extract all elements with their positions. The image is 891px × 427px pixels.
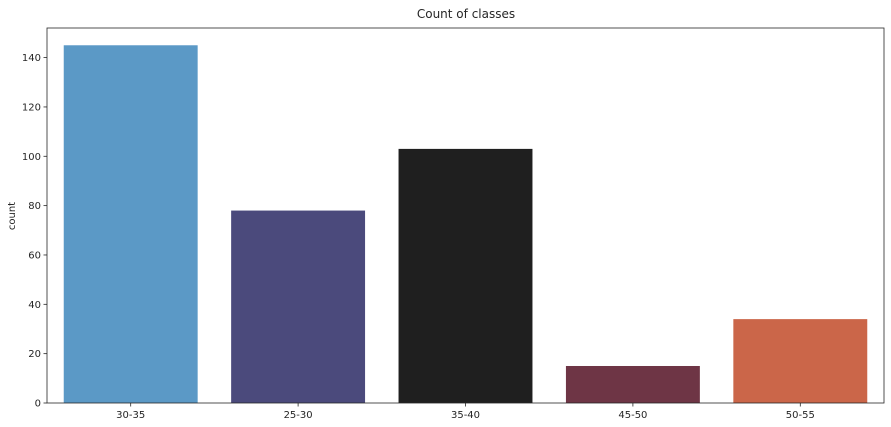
plot-frame: [46, 27, 885, 404]
y-tick-label: 0: [35, 399, 41, 410]
x-tick-label: 45-50: [618, 410, 647, 421]
chart-title: Count of classes: [417, 7, 515, 21]
bar-50-55: [733, 319, 868, 403]
bars-group: [63, 45, 868, 403]
y-ticks-group: 0 20 40 60 80 100 120 140: [22, 53, 47, 410]
y-tick-label: 60: [28, 250, 41, 261]
bar-35-40: [398, 148, 533, 403]
y-tick-label: 80: [28, 201, 41, 212]
bar-25-30: [231, 210, 366, 403]
bar-45-50: [565, 365, 700, 403]
x-tick-label: 50-55: [786, 410, 815, 421]
x-tick-label: 30-35: [116, 410, 145, 421]
y-tick-label: 120: [22, 102, 41, 113]
bar-30-35: [63, 45, 198, 403]
x-tick-label: 35-40: [451, 410, 480, 421]
y-tick-label: 40: [28, 300, 41, 311]
y-tick-label: 100: [22, 152, 41, 163]
x-ticks-group: 30-35 25-30 35-40 45-50 50-55: [116, 403, 815, 421]
y-tick-label: 140: [22, 53, 41, 64]
x-tick-label: 25-30: [284, 410, 313, 421]
y-axis-title: count: [7, 202, 18, 230]
y-tick-label: 20: [28, 349, 41, 360]
